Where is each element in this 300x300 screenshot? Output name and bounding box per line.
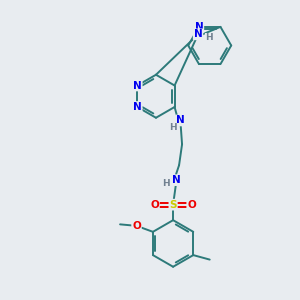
Text: N: N: [195, 22, 203, 32]
Text: S: S: [169, 200, 177, 210]
Text: H: H: [162, 178, 170, 188]
Text: H: H: [169, 122, 176, 131]
Text: N: N: [172, 175, 181, 185]
Text: H: H: [205, 33, 213, 42]
Text: N: N: [176, 116, 185, 125]
Text: O: O: [187, 200, 196, 210]
Text: O: O: [150, 200, 159, 210]
Text: N: N: [194, 29, 203, 39]
Text: O: O: [132, 221, 141, 231]
Text: N: N: [133, 80, 142, 91]
Text: N: N: [133, 102, 142, 112]
